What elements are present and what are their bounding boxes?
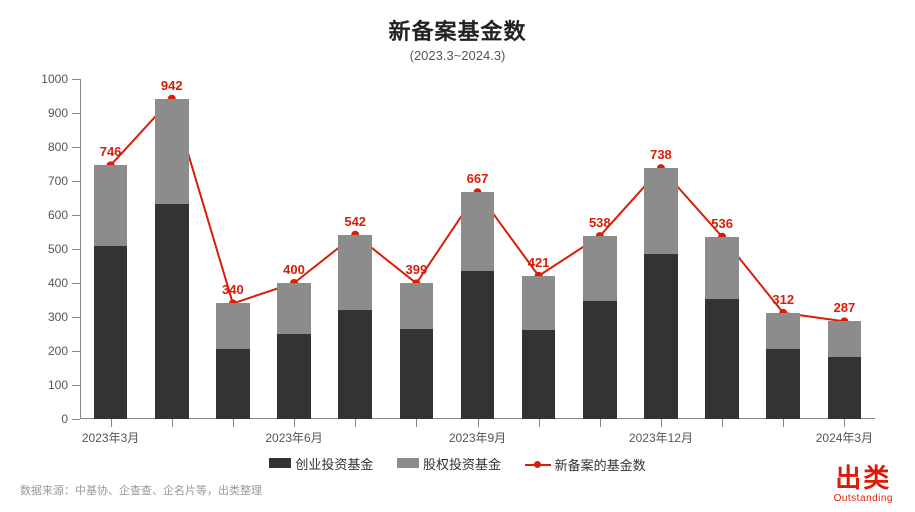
bar-group <box>277 283 311 419</box>
bar-group <box>155 99 189 419</box>
legend-item-series-b: 股权投资基金 <box>397 454 501 473</box>
bar-segment-vc <box>766 349 800 419</box>
x-tick <box>233 419 234 427</box>
bar-group <box>828 321 862 419</box>
bar-segment-equity <box>644 168 678 254</box>
x-tick-label: 2024年3月 <box>816 419 873 446</box>
bar-segment-equity <box>522 276 556 330</box>
data-label: 312 <box>772 292 794 307</box>
legend-label-a: 创业投资基金 <box>295 454 373 473</box>
y-tick-label: 600 <box>48 208 80 222</box>
x-tick-label: 2023年12月 <box>629 419 693 446</box>
title-block: 新备案基金数 (2023.3~2024.3) <box>20 14 895 63</box>
legend-item-line: 新备案的基金数 <box>525 455 646 474</box>
bar-segment-vc <box>277 334 311 419</box>
bar-group <box>216 303 250 419</box>
y-tick-label: 0 <box>61 412 80 426</box>
bar-group <box>644 168 678 419</box>
bar-segment-vc <box>583 301 617 419</box>
bar-segment-equity <box>338 235 372 310</box>
data-label: 399 <box>405 262 427 277</box>
data-label: 746 <box>100 144 122 159</box>
bar-group <box>583 236 617 419</box>
bar-segment-equity <box>216 303 250 349</box>
y-tick-label: 500 <box>48 242 80 256</box>
legend-swatch-b <box>397 458 419 468</box>
legend-marker <box>534 461 541 468</box>
y-tick-label: 200 <box>48 344 80 358</box>
data-label: 340 <box>222 282 244 297</box>
bar-group <box>400 283 434 419</box>
x-tick <box>172 419 173 427</box>
bar-segment-vc <box>828 357 862 419</box>
y-tick-label: 700 <box>48 174 80 188</box>
legend-label-line: 新备案的基金数 <box>555 455 646 474</box>
data-label: 667 <box>467 171 489 186</box>
data-label: 421 <box>528 255 550 270</box>
data-label: 536 <box>711 216 733 231</box>
data-label: 942 <box>161 78 183 93</box>
bar-segment-vc <box>461 271 495 419</box>
legend-swatch-a <box>269 458 291 468</box>
bar-group <box>705 237 739 419</box>
data-label: 738 <box>650 147 672 162</box>
bar-segment-equity <box>766 313 800 349</box>
brand-en: Outstanding <box>834 493 893 504</box>
bar-segment-equity <box>400 283 434 329</box>
bar-segment-vc <box>216 349 250 419</box>
x-tick-label: 2023年3月 <box>82 419 139 446</box>
y-tick-label: 1000 <box>41 72 80 86</box>
data-label: 400 <box>283 262 305 277</box>
bar-group <box>338 235 372 419</box>
brand-logo: 出类 Outstanding <box>834 458 893 504</box>
plot-area: 010020030040050060070080090010002023年3月2… <box>80 79 875 419</box>
bar-segment-equity <box>828 321 862 357</box>
bar-segment-vc <box>94 246 128 419</box>
x-tick <box>722 419 723 427</box>
y-tick-label: 400 <box>48 276 80 290</box>
legend: 创业投资基金 股权投资基金 新备案的基金数 <box>0 454 915 475</box>
x-tick <box>539 419 540 427</box>
x-tick <box>783 419 784 427</box>
legend-line-swatch <box>525 464 551 466</box>
bar-segment-equity <box>461 192 495 271</box>
bar-group <box>522 276 556 419</box>
y-tick-label: 900 <box>48 106 80 120</box>
y-tick-label: 300 <box>48 310 80 324</box>
bar-segment-equity <box>277 283 311 334</box>
bar-segment-equity <box>705 237 739 300</box>
bar-segment-vc <box>400 329 434 419</box>
brand-cn: 出类 <box>834 458 893 495</box>
bar-group <box>461 192 495 419</box>
x-tick <box>600 419 601 427</box>
data-label: 542 <box>344 214 366 229</box>
legend-item-series-a: 创业投资基金 <box>269 454 373 473</box>
y-tick-label: 800 <box>48 140 80 154</box>
legend-label-b: 股权投资基金 <box>423 454 501 473</box>
bar-segment-equity <box>155 99 189 204</box>
footer-note: 数据来源：中基协、企查查、企名片等，出类整理 <box>20 482 262 498</box>
bar-group <box>766 313 800 419</box>
bar-group <box>94 165 128 419</box>
x-tick-label: 2023年6月 <box>265 419 322 446</box>
bar-segment-vc <box>338 310 372 419</box>
bar-segment-vc <box>522 330 556 419</box>
bar-segment-equity <box>94 165 128 246</box>
bar-segment-vc <box>155 204 189 419</box>
bar-segment-equity <box>583 236 617 301</box>
x-tick <box>355 419 356 427</box>
data-label: 287 <box>834 300 856 315</box>
chart-subtitle: (2023.3~2024.3) <box>20 48 895 63</box>
x-tick <box>416 419 417 427</box>
x-tick-label: 2023年9月 <box>449 419 506 446</box>
data-label: 538 <box>589 215 611 230</box>
chart-container: 新备案基金数 (2023.3~2024.3) 01002003004005006… <box>0 0 915 512</box>
chart-title: 新备案基金数 <box>20 14 895 46</box>
bar-segment-vc <box>705 299 739 419</box>
y-tick-label: 100 <box>48 378 80 392</box>
bar-segment-vc <box>644 254 678 419</box>
